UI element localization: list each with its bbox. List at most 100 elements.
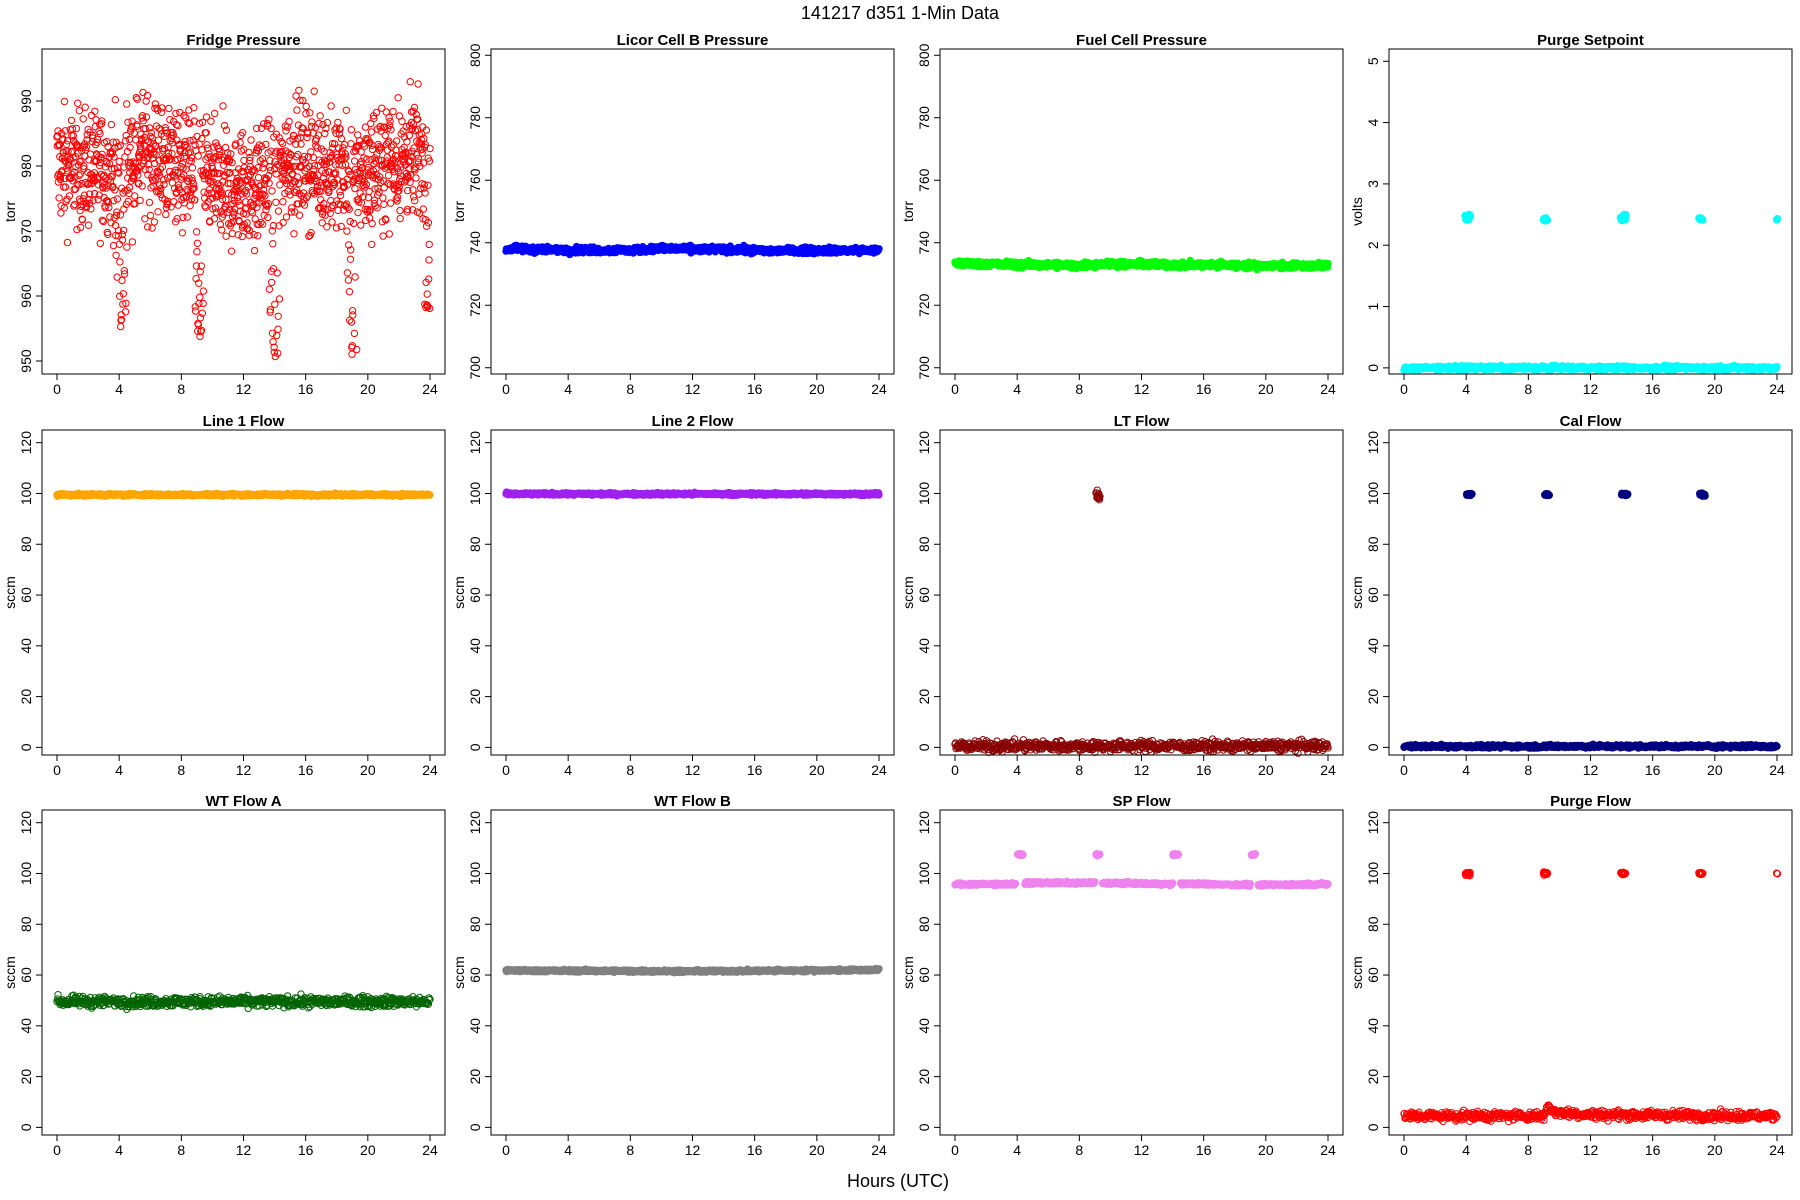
y-tick-label: 720 <box>916 293 932 317</box>
data-point <box>267 124 275 133</box>
data-point <box>361 205 369 214</box>
y-tick-label: 60 <box>467 587 483 603</box>
data-point <box>203 163 211 171</box>
data-point <box>422 222 431 230</box>
y-tick-label: 960 <box>18 284 34 308</box>
data-point <box>379 194 387 202</box>
data-point <box>418 130 426 138</box>
data-point <box>140 141 149 149</box>
data-point <box>274 207 283 215</box>
data-point <box>295 189 303 198</box>
data-point <box>260 120 268 128</box>
data-point <box>65 192 74 200</box>
data-point <box>286 181 295 190</box>
data-point <box>295 211 304 219</box>
data-point <box>282 213 291 221</box>
figure-title: 141217 d351 1-Min Data <box>801 3 1000 23</box>
y-tick-label: 760 <box>467 168 483 192</box>
data-point <box>269 338 277 346</box>
x-tick-label: 4 <box>1462 381 1470 397</box>
data-point <box>222 232 230 240</box>
y-tick-label: 800 <box>916 43 932 67</box>
data-point <box>325 158 333 166</box>
data-point <box>137 142 145 150</box>
data-point <box>347 318 356 326</box>
data-point <box>119 226 128 235</box>
data-point <box>71 173 79 181</box>
y-tick-label: 0 <box>1365 364 1381 372</box>
data-point <box>313 182 322 190</box>
data-point <box>376 173 384 181</box>
data-point <box>300 201 309 209</box>
data-point <box>263 119 271 128</box>
y-tick-label: 740 <box>467 231 483 255</box>
data-point <box>423 290 431 298</box>
data-point <box>245 226 254 235</box>
data-point <box>70 200 79 209</box>
data-point <box>105 203 113 212</box>
data-point <box>192 262 201 270</box>
y-axis-label: torr <box>900 201 916 222</box>
data-point <box>106 213 114 221</box>
data-point <box>177 173 186 181</box>
data-point <box>157 126 165 134</box>
data-point <box>426 304 434 313</box>
data-point <box>426 491 434 499</box>
data-point <box>304 153 313 161</box>
data-point <box>117 322 125 331</box>
data-point <box>128 117 136 125</box>
data-point <box>313 144 321 152</box>
x-tick-label: 20 <box>1258 381 1274 397</box>
y-axis-label: sccm <box>451 576 467 609</box>
y-tick-label: 100 <box>18 482 34 506</box>
data-point <box>299 124 307 133</box>
data-point <box>208 164 217 173</box>
data-point <box>113 273 121 281</box>
data-point <box>392 137 401 145</box>
data-point <box>116 141 124 150</box>
data-point <box>354 208 362 217</box>
data-point <box>53 132 62 140</box>
data-point <box>411 166 419 174</box>
data-point <box>412 174 420 182</box>
data-point <box>149 140 158 148</box>
data-point <box>193 132 201 141</box>
data-point <box>379 232 387 240</box>
data-point <box>123 243 131 251</box>
data-point <box>1773 362 1781 371</box>
data-point <box>334 118 342 127</box>
data-point <box>147 184 155 192</box>
data-point <box>326 209 334 218</box>
data-point <box>262 175 271 183</box>
data-point <box>414 80 422 88</box>
data-point <box>186 137 194 145</box>
data-point <box>875 245 883 253</box>
data-point <box>238 232 246 241</box>
data-point <box>336 191 345 200</box>
data-point <box>123 100 131 108</box>
data-point <box>81 103 89 111</box>
data-point <box>62 140 71 149</box>
data-point <box>89 134 97 142</box>
data-point <box>287 162 295 171</box>
data-point <box>76 223 85 232</box>
data-point <box>1543 216 1552 225</box>
data-point <box>320 199 328 208</box>
data-point <box>105 160 114 168</box>
data-point <box>138 182 146 190</box>
data-point <box>219 102 227 110</box>
data-point <box>266 306 275 314</box>
data-point <box>174 168 182 177</box>
x-tick-label: 24 <box>422 762 438 778</box>
data-point <box>323 118 332 127</box>
data-point <box>239 129 247 137</box>
data-point <box>222 195 230 204</box>
data-point <box>309 170 317 179</box>
data-point <box>421 141 429 149</box>
data-point <box>61 127 70 135</box>
data-point <box>337 222 345 231</box>
data-point <box>254 164 262 172</box>
x-tick-label: 0 <box>53 762 61 778</box>
data-point <box>118 236 127 244</box>
x-tick-label: 16 <box>1645 381 1661 397</box>
